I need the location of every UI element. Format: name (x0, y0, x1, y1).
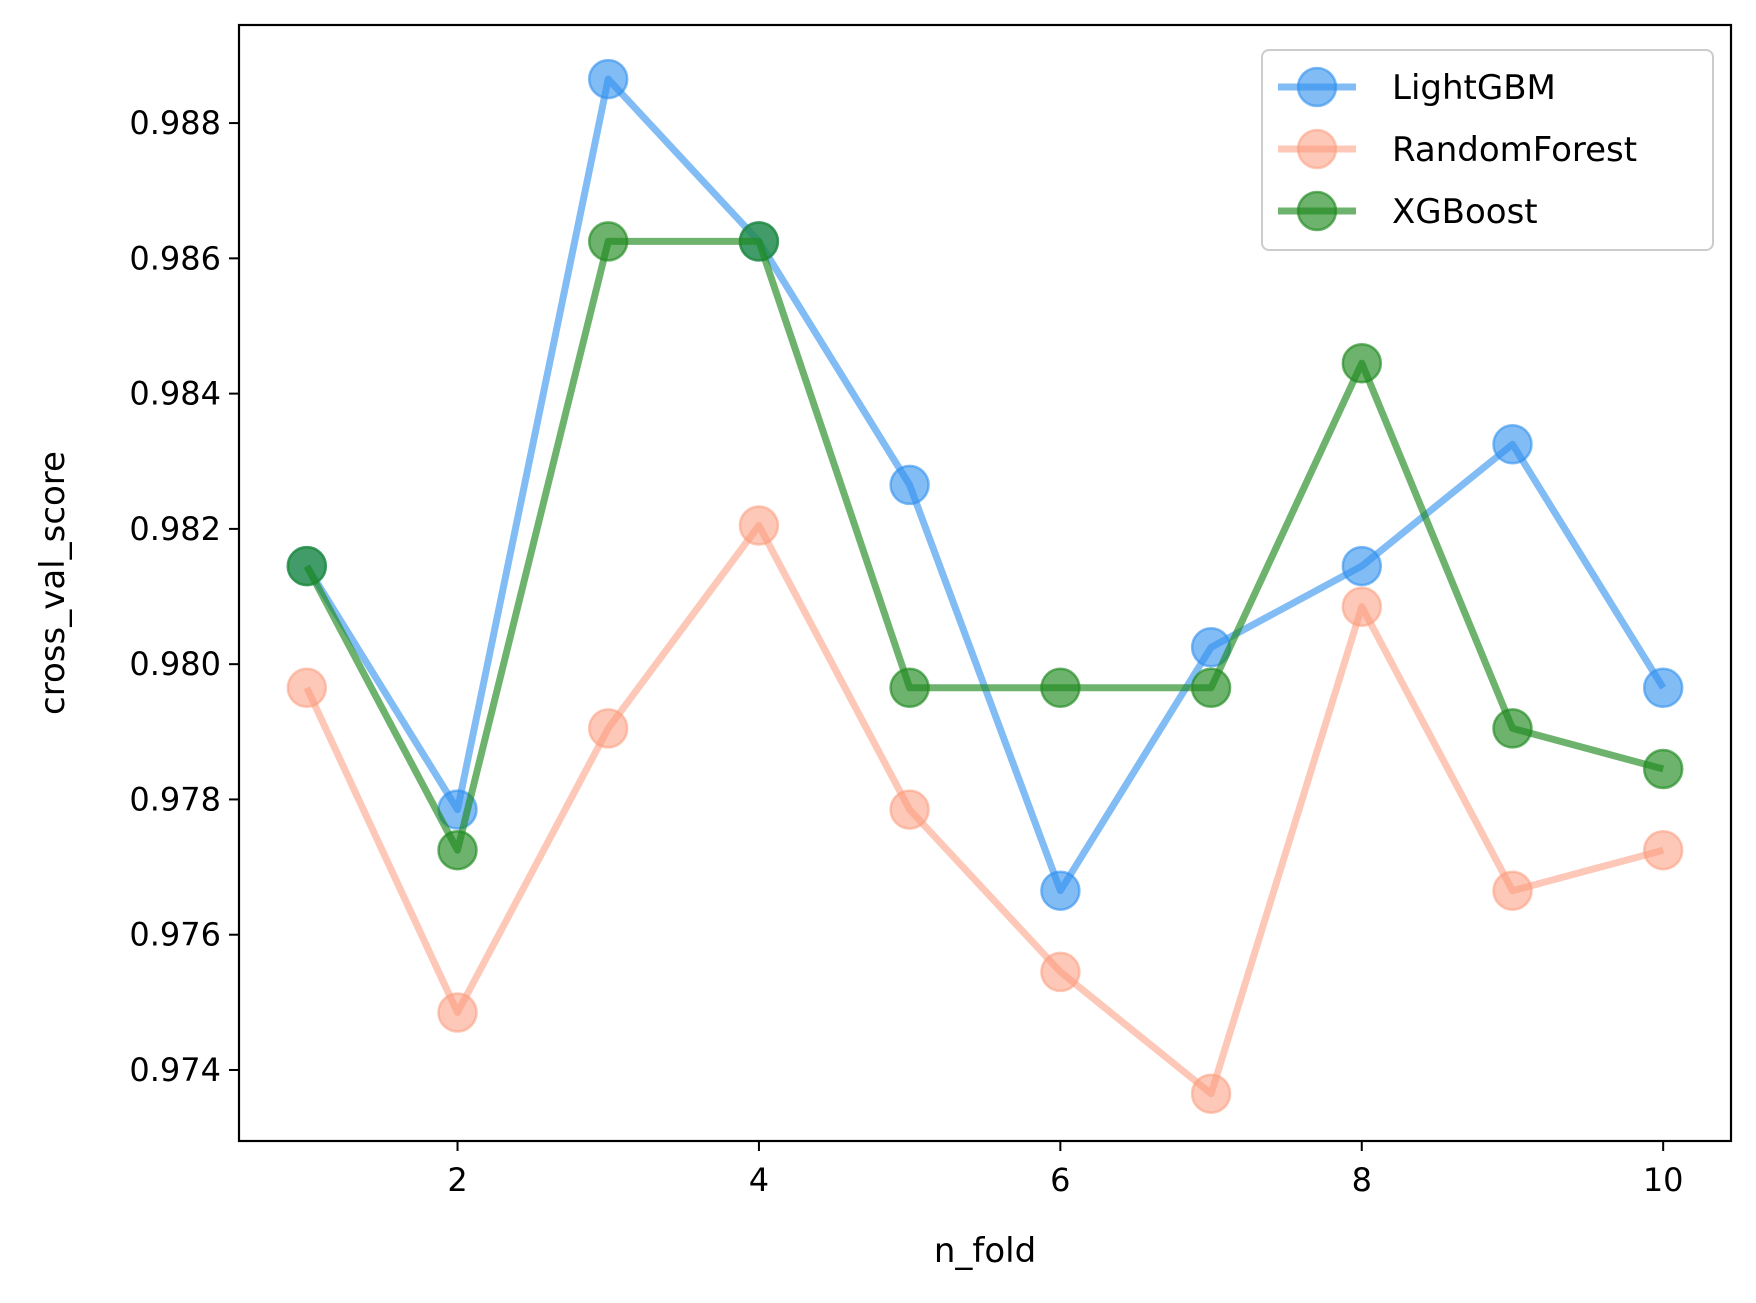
legend-label-randomforest: RandomForest (1392, 130, 1637, 170)
y-tick-label: 0.988 (129, 104, 221, 142)
y-tick-label: 0.974 (129, 1051, 221, 1089)
data-point-xgboost (1190, 667, 1232, 709)
series-xgboost (286, 221, 1684, 871)
y-axis-label: cross_val_score (33, 451, 73, 715)
data-point-randomforest (587, 708, 629, 749)
legend-label-xgboost: XGBoost (1392, 192, 1538, 232)
legend-marker-xgboost (1296, 190, 1338, 232)
y-tick-label: 0.984 (129, 375, 221, 413)
x-axis-label: n_fold (934, 1231, 1036, 1271)
x-axis-ticks: 2 4 6 8 10 (447, 1141, 1684, 1199)
data-point-xgboost (889, 667, 930, 709)
data-point-randomforest (738, 505, 780, 546)
legend-box (1261, 49, 1714, 251)
y-tick-label: 0.982 (129, 510, 221, 548)
data-point-randomforest (437, 992, 478, 1033)
series-line-randomforest (303, 522, 1665, 1098)
x-tick-label: 6 (1050, 1161, 1070, 1199)
x-tick-label: 4 (749, 1161, 769, 1199)
data-point-xgboost (1040, 667, 1081, 709)
data-point-xgboost (1492, 708, 1533, 749)
x-tick-label: 10 (1643, 1161, 1684, 1199)
data-point-xgboost (738, 221, 780, 262)
data-point-randomforest (1040, 951, 1081, 993)
data-point-randomforest (1642, 829, 1684, 871)
data-point-lightgbm (1341, 545, 1383, 587)
y-tick-label: 0.980 (129, 645, 221, 683)
legend-label-lightgbm: LightGBM (1392, 68, 1556, 108)
legend-item-xgboost: XGBoost (1278, 190, 1538, 232)
plot-frame (237, 23, 1733, 1143)
data-point-randomforest (286, 667, 328, 709)
data-point-xgboost (286, 545, 328, 587)
legend-marker-randomforest (1296, 128, 1338, 170)
legend-item-randomforest: RandomForest (1278, 128, 1637, 170)
legend: LightGBM RandomForest XGBoost (1261, 49, 1714, 251)
data-point-lightgbm (1492, 424, 1533, 465)
y-tick-label: 0.978 (129, 780, 221, 818)
data-point-xgboost (1642, 748, 1684, 790)
data-point-lightgbm (587, 58, 629, 100)
data-point-randomforest (1492, 870, 1533, 911)
series-layer (286, 58, 1684, 1114)
data-point-randomforest (1190, 1073, 1232, 1114)
data-point-lightgbm (1642, 667, 1684, 709)
data-point-randomforest (889, 789, 930, 830)
data-point-xgboost (437, 829, 478, 871)
y-tick-label: 0.976 (129, 916, 221, 954)
data-point-xgboost (1341, 342, 1383, 384)
legend-marker-lightgbm (1296, 66, 1338, 108)
y-axis-ticks: 0.974 0.976 0.978 0.980 0.982 0.984 0.986 0.988 (129, 104, 239, 1089)
legend-item-lightgbm: LightGBM (1278, 66, 1556, 108)
data-point-lightgbm (1040, 870, 1081, 911)
data-point-lightgbm (889, 464, 930, 506)
y-tick-label: 0.986 (129, 239, 221, 277)
x-tick-label: 8 (1352, 1161, 1372, 1199)
series-line-xgboost (303, 237, 1665, 854)
data-point-randomforest (1341, 586, 1383, 627)
series-randomforest (286, 505, 1684, 1114)
x-tick-label: 2 (447, 1161, 467, 1199)
data-point-xgboost (587, 221, 629, 262)
